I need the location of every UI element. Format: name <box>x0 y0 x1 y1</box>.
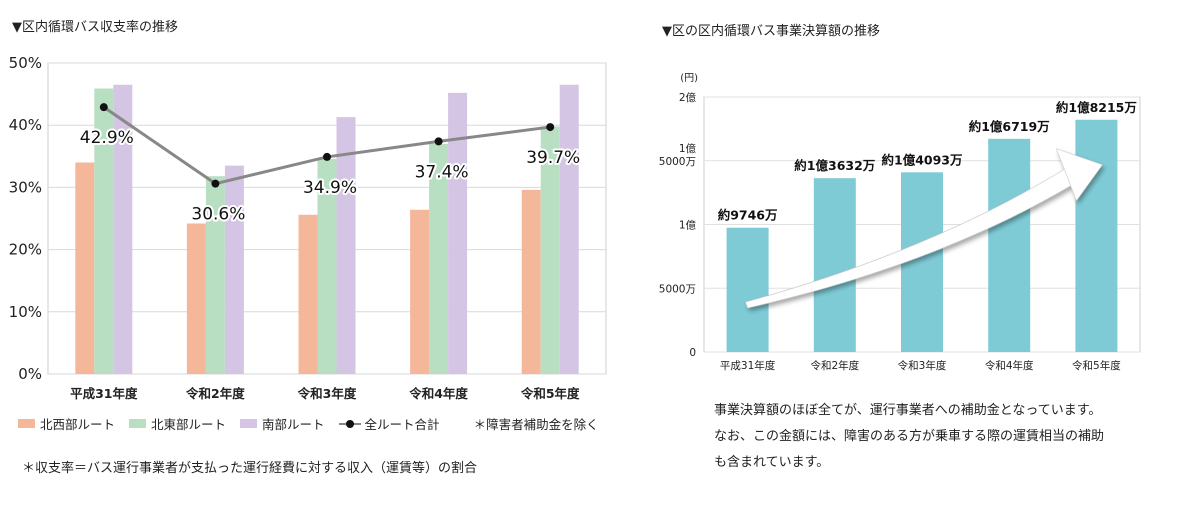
chart2-note-line-3: も含まれています。 <box>714 455 830 470</box>
chart1-xtick-label: 令和4年度 <box>408 386 468 401</box>
chart1-xtick-label: 令和3年度 <box>297 386 357 401</box>
chart2-data-label: 約1億4093万 <box>882 152 963 167</box>
chart1-ytick-label: 30% <box>9 178 42 196</box>
chart2-title: ▼区の区内循環バス事業決算額の推移 <box>662 24 880 39</box>
chart1-bar-3 <box>336 117 356 374</box>
chart1-ytick-label: 40% <box>9 116 42 134</box>
chart1-data-label-halo: 37.4% <box>415 162 469 182</box>
legend-swatch-northwest <box>18 419 35 428</box>
chart1-bar-2 <box>317 158 337 374</box>
chart2-data-label: 約1億8215万 <box>1056 100 1137 115</box>
chart2-ytick-label: 5000万 <box>659 156 696 168</box>
chart2-trend-arrow-head <box>1055 148 1103 202</box>
chart2-ytick-label: 5000万 <box>659 283 696 295</box>
legend-label-northwest: 北西部ルート <box>40 417 116 432</box>
chart2-bar <box>813 178 856 352</box>
legend-item-total: 全ルート合計 <box>338 414 440 433</box>
chart1-ytick-label: 50% <box>9 54 42 72</box>
legend-label-total: 全ルート合計 <box>364 417 440 432</box>
chart1-bar-1 <box>521 189 541 374</box>
chart1-total-point <box>434 137 443 146</box>
chart1-data-label: 34.9% <box>303 178 357 198</box>
chart1-ytick-label: 0% <box>18 365 42 383</box>
chart1-total-point <box>323 152 331 161</box>
chart2-note: 事業決算額のほぼ全てが、運行事業者への補助金となっています。 なお、この金額には… <box>714 398 1174 476</box>
chart2-ytick-label: 1億 <box>679 142 697 155</box>
chart1-ytick-label: 20% <box>9 241 42 259</box>
legend-item-northeast: 北東部ルート <box>129 414 226 433</box>
chart2-xtick-label: 令和4年度 <box>985 359 1034 372</box>
chart1-bar-3 <box>113 84 133 375</box>
chart2-ytick-label: 0 <box>689 347 696 359</box>
chart2-ytick-label: 2億 <box>679 91 697 104</box>
chart2-xtick-label: 令和5年度 <box>1072 359 1121 372</box>
chart2-data-label: 約1億3632万 <box>794 158 875 173</box>
chart1-bar-3 <box>448 92 468 374</box>
legend-swatch-total-line <box>338 419 361 429</box>
chart1-bar-1 <box>410 209 430 374</box>
chart1-title: ▼区内循環バス収支率の推移 <box>12 20 178 35</box>
chart2-bar <box>1075 119 1118 352</box>
chart1-data-label-halo: 39.7% <box>526 148 580 168</box>
legend-item-south: 南部ルート <box>240 414 325 433</box>
chart1-bar-1 <box>298 214 318 374</box>
legend-note: ＊障害者補助金を除く <box>473 417 599 432</box>
chart1-total-point <box>211 179 220 188</box>
chart1-data-label: 42.9% <box>80 128 134 148</box>
chart1-xtick-label: 平成31年度 <box>70 386 138 401</box>
chart2-data-label: 約1億6719万 <box>969 119 1050 134</box>
chart1-bar-2 <box>429 143 449 374</box>
chart1-bar-1 <box>75 162 95 374</box>
legend-item-northwest: 北西部ルート <box>18 414 115 433</box>
chart1-bar-3 <box>559 84 579 375</box>
chart1-xtick-label: 令和5年度 <box>520 386 580 401</box>
chart2-bar <box>726 227 769 352</box>
chart1-bar-2 <box>94 88 114 374</box>
chart1-bar-2 <box>205 176 225 374</box>
chart1-data-label: 39.7% <box>526 148 580 168</box>
chart1-data-label-halo: 30.6% <box>191 205 245 225</box>
chart1-bar-1 <box>186 223 206 374</box>
chart2-bar <box>901 172 943 352</box>
chart2-xtick-label: 平成31年度 <box>720 359 776 372</box>
chart2-bar <box>988 138 1031 352</box>
legend-label-south: 南部ルート <box>262 417 325 432</box>
chart1-data-label-halo: 42.9% <box>80 128 134 148</box>
chart1-legend: 北西部ルート 北東部ルート 南部ルート 全ルート合計 ＊障害者補助金を除く <box>18 414 599 433</box>
chart1-bar-3 <box>224 165 244 374</box>
chart2-ytick-label: 1億 <box>679 219 697 232</box>
chart1-xtick-label: 令和2年度 <box>185 386 245 401</box>
chart2-unit-label: (円) <box>680 73 698 84</box>
chart1-data-label-halo: 34.9% <box>303 178 357 198</box>
chart1-total-point <box>546 123 555 132</box>
chart1-total-point <box>99 103 108 112</box>
legend-label-northeast: 北東部ルート <box>151 417 227 432</box>
chart2-note-line-1: 事業決算額のほぼ全てが、運行事業者への補助金となっています。 <box>714 403 1102 418</box>
chart2-data-label: 約9746万 <box>718 208 778 223</box>
chart1-bar-2 <box>540 126 560 374</box>
chart1-footnote: ＊収支率＝バス運行事業者が支払った運行経費に対する収入（運賃等）の割合 <box>22 461 478 476</box>
chart2-note-line-2: なお、この金額には、障害のある方が乗車する際の運賃相当の補助 <box>714 429 1105 444</box>
chart2-trend-arrow <box>745 148 1103 309</box>
legend-swatch-northeast <box>129 419 147 428</box>
chart2-xtick-label: 令和2年度 <box>810 359 859 372</box>
chart1-data-label: 37.4% <box>415 162 469 182</box>
chart2-xtick-label: 令和3年度 <box>898 359 947 372</box>
legend-swatch-south <box>240 419 258 428</box>
chart1-data-label: 30.6% <box>191 205 245 225</box>
chart1-ytick-label: 10% <box>9 303 42 321</box>
